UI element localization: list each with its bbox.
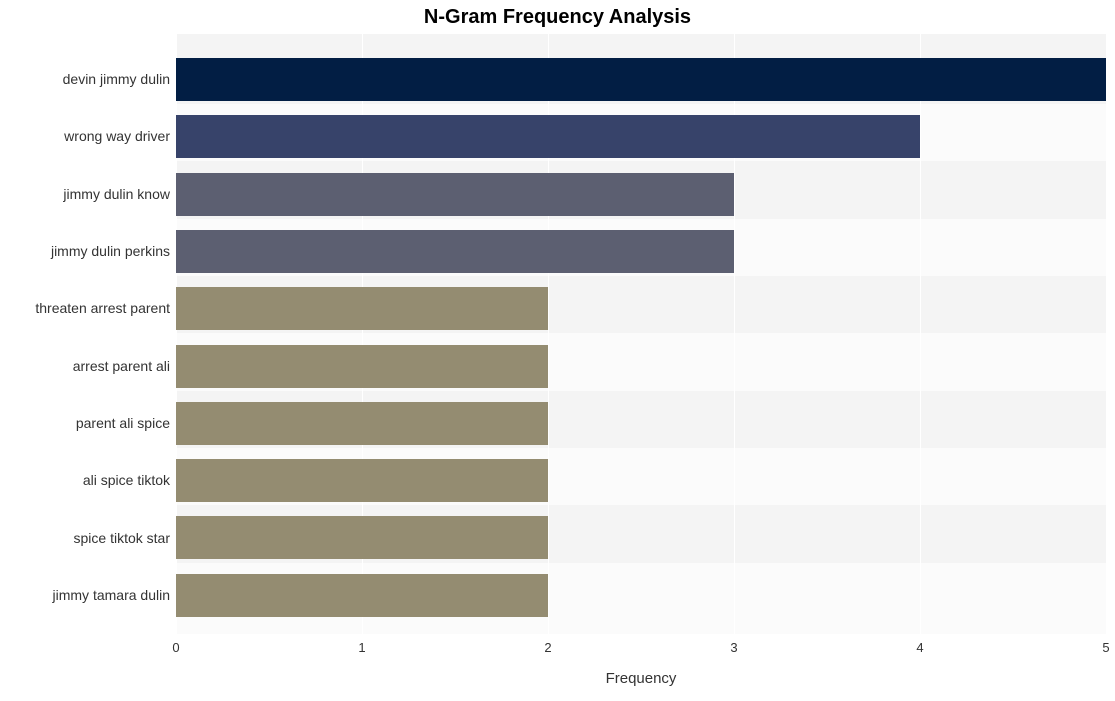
bar — [176, 230, 734, 273]
bar-row — [176, 402, 548, 445]
bar-row — [176, 115, 920, 158]
y-axis-label: ali spice tiktok — [0, 472, 170, 488]
bar — [176, 287, 548, 330]
bar — [176, 516, 548, 559]
y-axis-label: wrong way driver — [0, 128, 170, 144]
x-grid-line — [920, 34, 921, 634]
x-tick-label: 5 — [1102, 640, 1109, 655]
chart-title: N-Gram Frequency Analysis — [0, 6, 1115, 29]
y-axis-label: jimmy tamara dulin — [0, 587, 170, 603]
y-axis-label: parent ali spice — [0, 415, 170, 431]
bar-row — [176, 230, 734, 273]
ngram-frequency-chart: N-Gram Frequency Analysis devin jimmy du… — [0, 0, 1115, 701]
x-grid-line — [1106, 34, 1107, 634]
bar-row — [176, 459, 548, 502]
x-tick-label: 2 — [544, 640, 551, 655]
bar-row — [176, 287, 548, 330]
x-tick-label: 1 — [358, 640, 365, 655]
y-axis-label: arrest parent ali — [0, 358, 170, 374]
bar — [176, 58, 1106, 101]
x-tick-label: 3 — [730, 640, 737, 655]
x-axis-title: Frequency — [176, 670, 1106, 687]
bar — [176, 173, 734, 216]
y-axis-label: jimmy dulin perkins — [0, 243, 170, 259]
bar-row — [176, 58, 1106, 101]
y-axis-label: jimmy dulin know — [0, 186, 170, 202]
y-axis-label: spice tiktok star — [0, 530, 170, 546]
bar — [176, 402, 548, 445]
bar-row — [176, 516, 548, 559]
bar — [176, 574, 548, 617]
bar — [176, 345, 548, 388]
bar — [176, 115, 920, 158]
bar-row — [176, 574, 548, 617]
x-tick-label: 4 — [916, 640, 923, 655]
y-axis-label: devin jimmy dulin — [0, 71, 170, 87]
bar-row — [176, 345, 548, 388]
bar — [176, 459, 548, 502]
bar-row — [176, 173, 734, 216]
y-axis-label: threaten arrest parent — [0, 300, 170, 316]
x-tick-label: 0 — [172, 640, 179, 655]
plot-area — [176, 34, 1106, 634]
